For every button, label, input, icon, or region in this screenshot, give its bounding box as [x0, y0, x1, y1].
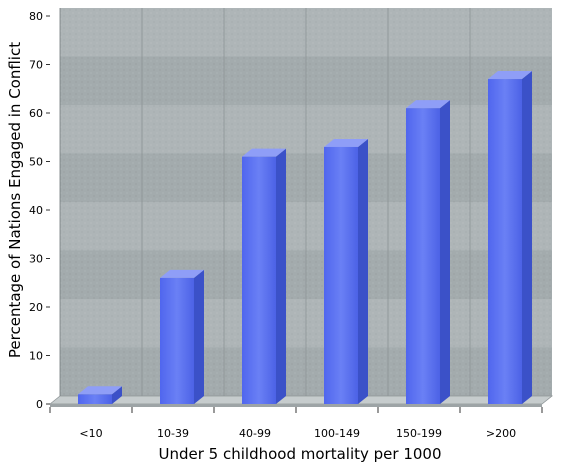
x-tick-label: 10-39	[157, 427, 189, 440]
y-tick-label: 20	[29, 301, 43, 314]
x-tick-labels: <10 10-39 40-99 100-149 150-199 >200	[49, 407, 543, 440]
bar-side	[522, 71, 532, 405]
y-tick-labels: 0 10 20 30 40 50 60 70 80	[29, 10, 50, 411]
bar-front	[488, 79, 522, 405]
bar-front	[242, 156, 276, 404]
bar-side	[194, 269, 204, 404]
x-tick-label: 150-199	[396, 427, 442, 440]
bar	[78, 386, 122, 404]
x-tick-label: <10	[79, 427, 102, 440]
y-tick-label: 70	[29, 59, 43, 72]
bar	[160, 269, 204, 404]
bar-side	[358, 138, 368, 404]
y-tick-label: 60	[29, 107, 43, 120]
bar-front	[406, 108, 440, 405]
bar-top	[324, 138, 368, 147]
bar-front	[160, 277, 194, 404]
bars	[78, 71, 532, 405]
bar-side	[276, 148, 286, 404]
bar-side	[440, 100, 450, 405]
bar	[242, 148, 286, 404]
bar-front	[78, 394, 112, 404]
bar-top	[160, 269, 204, 278]
plot-background	[48, 8, 554, 407]
x-tick-label: 40-99	[239, 427, 271, 440]
bar-side	[112, 386, 122, 404]
bar	[488, 71, 532, 405]
bar-top	[242, 148, 286, 157]
y-tick-label: 10	[29, 350, 43, 363]
x-axis-label: Under 5 childhood mortality per 1000	[159, 445, 442, 463]
gridlines	[141, 8, 471, 396]
y-tick-label: 30	[29, 253, 43, 266]
y-tick-label: 50	[29, 156, 43, 169]
floor-edge	[50, 404, 542, 407]
y-tick-label: 0	[36, 398, 43, 411]
chart-floor	[48, 395, 554, 405]
bar	[324, 138, 368, 404]
bar-top	[78, 386, 122, 395]
bar-front	[324, 146, 358, 404]
y-axis-label: Percentage of Nations Engaged in Conflic…	[6, 42, 24, 358]
x-tick-label: >200	[486, 427, 516, 440]
bar-top	[488, 71, 532, 80]
y-tick-label: 80	[29, 10, 43, 23]
y-tick-label: 40	[29, 204, 43, 217]
x-tick-label: 100-149	[314, 427, 360, 440]
bar-top	[406, 100, 450, 109]
bar	[406, 100, 450, 405]
